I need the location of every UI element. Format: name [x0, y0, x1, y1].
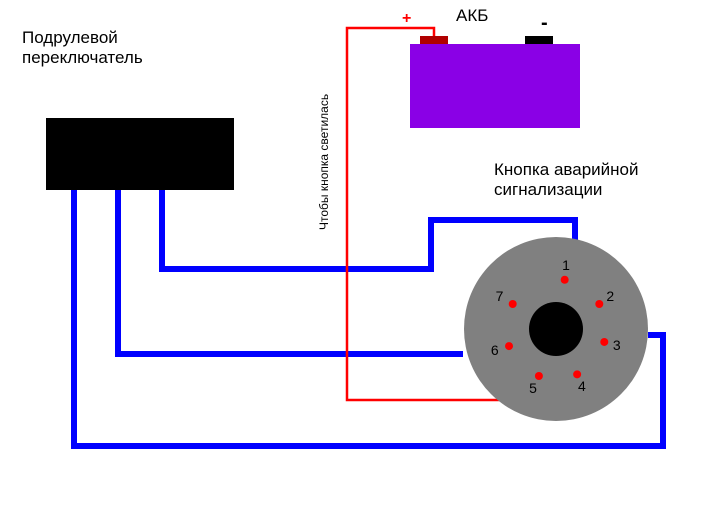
- steering-switch-label: Подрулевой переключатель: [22, 28, 143, 68]
- connector-pin-6: 6: [491, 342, 499, 358]
- plus-terminal-label: +: [402, 10, 411, 28]
- battery-label: АКБ: [456, 6, 488, 26]
- connector-pin-7: 7: [496, 288, 504, 304]
- connector-pin-5: 5: [529, 380, 537, 396]
- vertical-note-label: Чтобы кнопка светилась: [317, 94, 331, 230]
- connector-pin-2: 2: [606, 288, 614, 304]
- connector-pin-4: 4: [578, 378, 586, 394]
- connector-pin-3: 3: [613, 337, 621, 353]
- connector-pin-1: 1: [562, 257, 570, 273]
- minus-terminal-label: -: [541, 12, 548, 35]
- hazard-button-label: Кнопка аварийной сигнализации: [494, 160, 638, 200]
- hazard-connector: [0, 0, 707, 515]
